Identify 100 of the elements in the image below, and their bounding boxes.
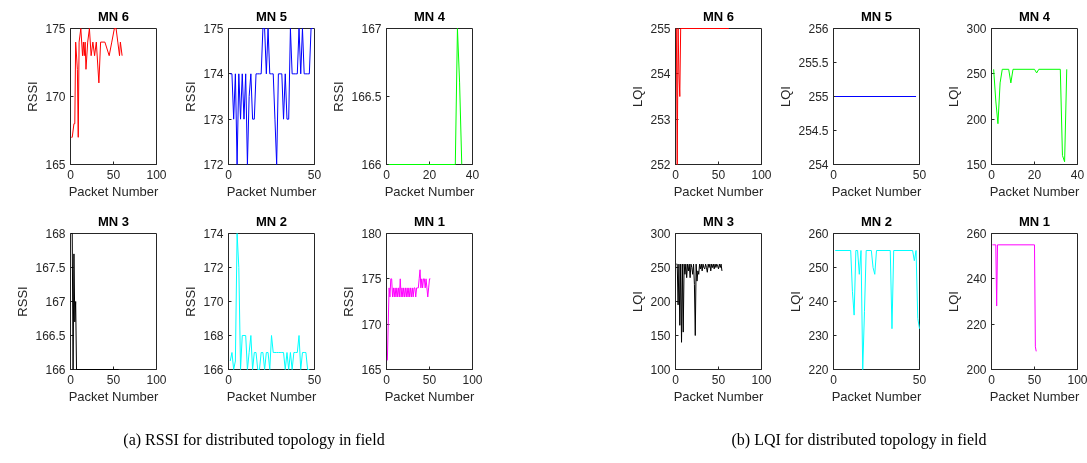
y-axis-title: LQI xyxy=(630,86,646,107)
y-tick-label: 240 xyxy=(966,272,987,287)
y-tick-label: 230 xyxy=(808,329,829,343)
y-tick-label: 300 xyxy=(650,227,671,241)
y-tick-label: 252 xyxy=(650,158,671,172)
y-tick-label: 254 xyxy=(650,67,671,82)
line-series xyxy=(991,244,1037,352)
y-tick-label: 168 xyxy=(45,227,66,241)
x-tick-label: 20 xyxy=(1027,167,1042,182)
x-tick-label: 0 xyxy=(225,167,233,182)
text: (a) RSSI for distributed topology in field xyxy=(123,430,385,451)
chart-title: MN 2 xyxy=(255,213,288,229)
y-tick-label: 100 xyxy=(650,363,671,377)
y-tick-label: 166 xyxy=(203,363,224,377)
y-tick-label: 173 xyxy=(203,112,224,127)
x-axis-title: Packet Number xyxy=(673,183,764,199)
y-axis-title: LQI xyxy=(788,291,804,312)
y-tick-label: 250 xyxy=(808,261,829,275)
x-axis-title: Packet Number xyxy=(68,388,159,404)
x-tick-label: 50 xyxy=(912,372,927,387)
y-tick-label: 240 xyxy=(808,295,829,309)
x-axis-title: Packet Number xyxy=(226,388,317,404)
y-tick-label: 250 xyxy=(650,261,671,275)
y-tick-label: 165 xyxy=(361,363,382,377)
x-tick-label: 100 xyxy=(146,372,167,387)
x-tick-label: 40 xyxy=(1070,167,1085,182)
x-tick-label: 50 xyxy=(307,372,322,387)
x-tick-label: 0 xyxy=(672,167,680,182)
y-tick-label: 175 xyxy=(203,22,224,36)
chart-title: MN 5 xyxy=(255,8,288,24)
y-tick-label: 150 xyxy=(966,158,987,172)
x-tick-label: 20 xyxy=(422,167,437,182)
y-tick-label: 255 xyxy=(808,90,829,104)
x-tick-label: 0 xyxy=(830,167,838,182)
x-tick-label: 50 xyxy=(1027,372,1042,387)
x-tick-label: 100 xyxy=(751,372,772,387)
chart-title: MN 1 xyxy=(413,213,446,229)
x-axis-title: Packet Number xyxy=(831,388,922,404)
y-axis-title: RSSI xyxy=(183,81,199,112)
x-tick-label: 50 xyxy=(106,167,121,182)
y-axis-title: RSSI xyxy=(15,286,31,317)
x-tick-label: 0 xyxy=(672,372,680,387)
y-tick-label: 166 xyxy=(361,158,382,172)
x-axis-title: Packet Number xyxy=(989,183,1080,199)
chart-title: MN 6 xyxy=(97,8,130,24)
x-tick-label: 0 xyxy=(988,372,996,387)
x-axis-title: Packet Number xyxy=(226,183,317,199)
y-tick-label: 180 xyxy=(361,227,382,241)
x-tick-label: 100 xyxy=(146,167,167,182)
line-series xyxy=(229,28,314,165)
y-tick-label: 175 xyxy=(45,22,66,36)
y-axis-title: LQI xyxy=(630,291,646,312)
x-tick-label: 0 xyxy=(67,167,75,182)
y-tick-label: 172 xyxy=(203,261,224,275)
chart-title: MN 3 xyxy=(702,213,735,229)
y-axis-title: RSSI xyxy=(341,286,357,317)
line-series xyxy=(386,269,431,361)
x-tick-label: 100 xyxy=(1067,372,1087,387)
x-tick-label: 0 xyxy=(225,372,233,387)
y-tick-label: 174 xyxy=(203,227,224,241)
y-tick-label: 167 xyxy=(361,22,382,36)
x-tick-label: 50 xyxy=(912,167,927,182)
line-series xyxy=(993,68,1068,163)
y-tick-label: 260 xyxy=(966,227,987,241)
chart-title: MN 5 xyxy=(860,8,893,24)
line-series xyxy=(834,250,920,370)
x-axis-title: Packet Number xyxy=(673,388,764,404)
chart-title: MN 3 xyxy=(97,213,130,229)
x-tick-label: 50 xyxy=(711,167,726,182)
y-tick-label: 167.5 xyxy=(35,261,66,275)
y-tick-label: 255.5 xyxy=(798,56,829,70)
x-tick-label: 0 xyxy=(383,167,391,182)
y-tick-label: 166 xyxy=(45,363,66,377)
y-tick-label: 200 xyxy=(966,112,987,127)
y-tick-label: 170 xyxy=(45,90,66,104)
text: (b) LQI for distributed topology in field xyxy=(731,430,987,451)
y-axis-title: RSSI xyxy=(331,81,347,112)
x-tick-label: 40 xyxy=(465,167,480,182)
x-tick-label: 50 xyxy=(106,372,121,387)
y-tick-label: 254.5 xyxy=(798,124,829,138)
y-tick-label: 200 xyxy=(966,363,987,377)
y-axis-title: RSSI xyxy=(183,286,199,317)
chart-title: MN 1 xyxy=(1018,213,1051,229)
y-axis-title: LQI xyxy=(778,86,794,107)
y-tick-label: 150 xyxy=(650,329,671,343)
y-tick-label: 165 xyxy=(45,158,66,172)
line-series xyxy=(229,233,310,370)
x-axis-title: Packet Number xyxy=(384,388,475,404)
x-tick-label: 0 xyxy=(383,372,391,387)
y-axis-title: LQI xyxy=(946,86,962,107)
x-tick-label: 100 xyxy=(751,167,772,182)
y-tick-label: 253 xyxy=(650,112,671,127)
y-axis-title: RSSI xyxy=(25,81,41,112)
y-tick-label: 167 xyxy=(45,295,66,309)
y-tick-label: 256 xyxy=(808,22,829,36)
y-tick-label: 200 xyxy=(650,295,671,309)
x-tick-label: 50 xyxy=(422,372,437,387)
x-axis-title: Packet Number xyxy=(989,388,1080,404)
line-series xyxy=(675,263,723,343)
chart-title: MN 2 xyxy=(860,213,893,229)
